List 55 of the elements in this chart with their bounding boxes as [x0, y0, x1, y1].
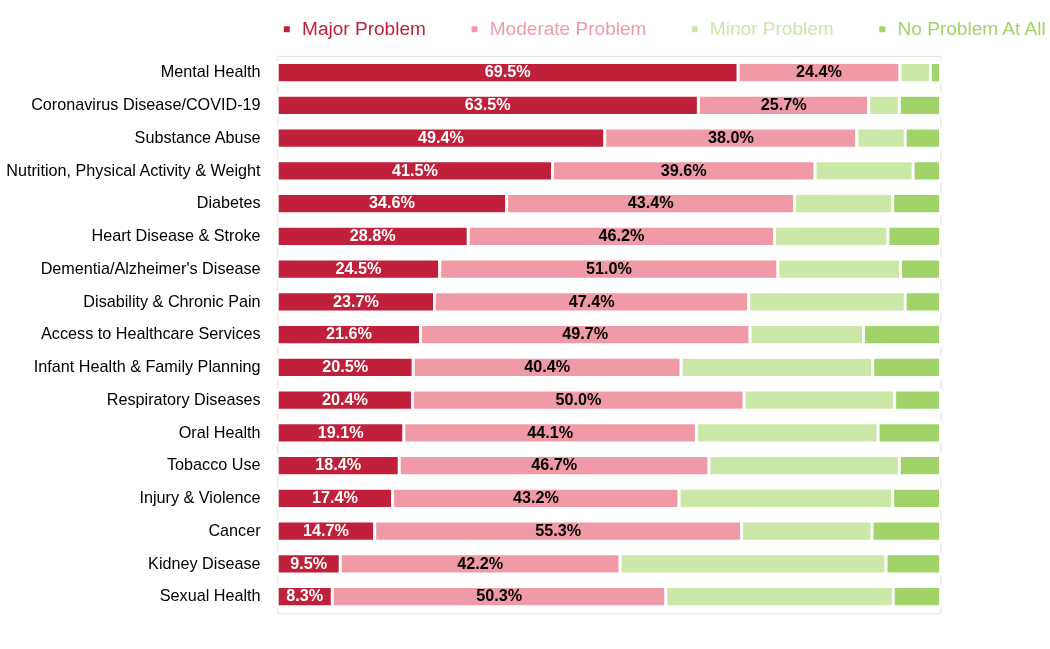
data-label: 44.1%	[527, 422, 574, 441]
y-tick-label: Nutrition, Physical Activity & Weight	[6, 160, 262, 179]
y-tick-label: Tobacco Use	[167, 455, 261, 474]
legend-label: Moderate Problem	[489, 17, 647, 39]
data-label: 43.4%	[627, 193, 674, 212]
data-label: 18.4%	[315, 455, 362, 474]
data-label: 19.1%	[317, 422, 364, 441]
y-tick-label: Substance Abuse	[134, 127, 261, 146]
y-tick-label: Respiratory Diseases	[106, 389, 261, 408]
data-label: 28.8%	[349, 226, 396, 245]
y-tick-label: Disability & Chronic Pain	[83, 291, 261, 310]
data-label: 51.0%	[585, 258, 632, 277]
y-tick-label: Sexual Health	[159, 586, 261, 605]
legend-label: Minor Problem	[709, 17, 834, 39]
data-label: 43.2%	[512, 488, 559, 507]
data-label: 69.5%	[484, 62, 531, 81]
data-label: 50.0%	[555, 389, 602, 408]
y-tick-label: Injury & Violence	[139, 488, 261, 507]
data-label: 55.3%	[535, 520, 582, 539]
data-label: 41.5%	[391, 160, 438, 179]
y-tick-label: Cancer	[208, 520, 262, 539]
y-tick-label: Coronavirus Disease/COVID-19	[31, 95, 261, 114]
data-label: 24.5%	[335, 258, 382, 277]
data-label: 46.2%	[598, 226, 645, 245]
data-label: 42.2%	[457, 553, 504, 572]
data-label: 8.3%	[286, 586, 324, 605]
data-label: 9.5%	[290, 553, 328, 572]
y-tick-label: Oral Health	[178, 422, 261, 441]
y-tick-label: Kidney Disease	[148, 553, 261, 572]
data-label: 20.4%	[321, 389, 368, 408]
data-label: 46.7%	[531, 455, 578, 474]
data-label: 34.6%	[369, 193, 415, 212]
y-tick-label: Dementia/Alzheimer's Disease	[40, 258, 261, 277]
data-label: 49.4%	[418, 127, 465, 146]
data-label: 24.4%	[796, 62, 843, 81]
data-label: 47.4%	[568, 291, 615, 310]
data-label: 21.6%	[325, 324, 372, 343]
data-label: 23.7%	[332, 291, 379, 310]
data-label: 39.6%	[660, 160, 707, 179]
y-tick-label: Access to Healthcare Services	[41, 324, 261, 343]
data-label: 14.7%	[303, 520, 349, 539]
y-tick-label: Heart Disease & Stroke	[91, 226, 261, 245]
data-label: 63.5%	[464, 95, 511, 114]
y-tick-label: Diabetes	[196, 193, 261, 212]
y-tick-label: Infant Health & Family Planning	[33, 357, 261, 376]
data-label: 17.4%	[312, 488, 358, 507]
data-label: 38.0%	[707, 127, 754, 146]
data-label: 50.3%	[476, 586, 523, 605]
data-label: 49.7%	[562, 324, 609, 343]
legend-label: Major Problem	[302, 17, 426, 39]
data-label: 40.4%	[524, 357, 571, 376]
data-label: 20.5%	[322, 357, 369, 376]
data-label: 25.7%	[760, 95, 807, 114]
y-tick-label: Mental Health	[160, 62, 261, 81]
legend-label: No Problem At All	[897, 17, 1046, 39]
